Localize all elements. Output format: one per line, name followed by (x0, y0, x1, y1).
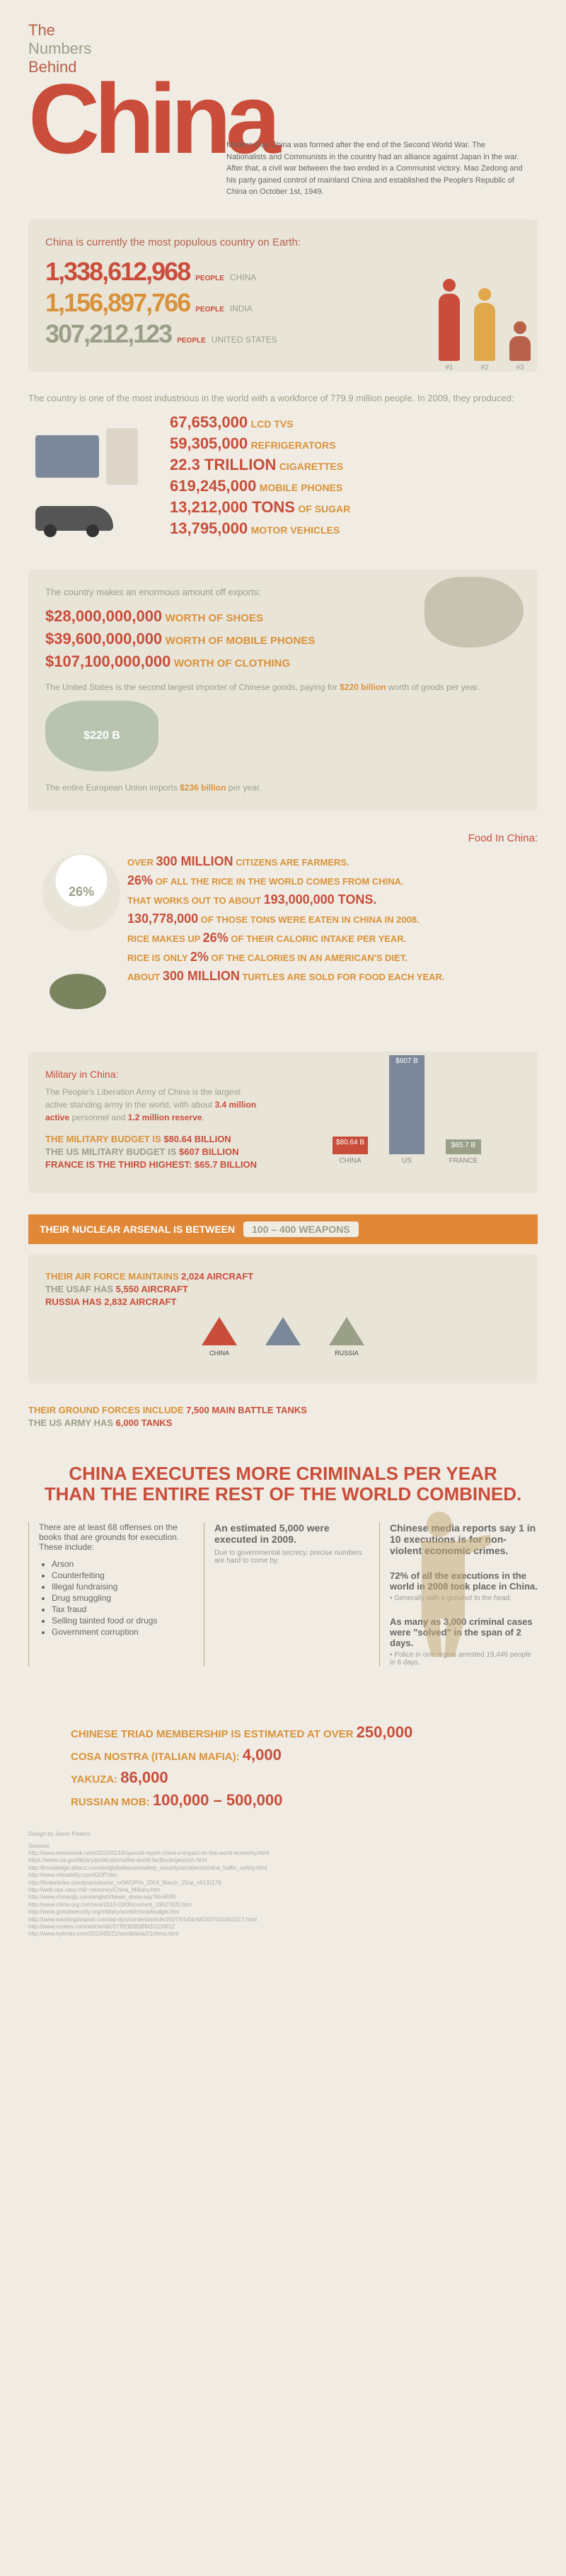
aircraft-row: THE USAF HAS 5,550 AIRCRAFT (45, 1284, 521, 1294)
people-label: PEOPLE (195, 306, 224, 314)
source-line: http://www.chinability.com/GDP.htm (28, 1872, 538, 1879)
industry-stat: 59,305,000 REFRIGERATORS (170, 435, 538, 453)
offense-item: Government corruption (52, 1627, 187, 1637)
criminals-header: CHINA EXECUTES MORE CRIMINALS PER YEAR T… (28, 1464, 538, 1506)
population-value: 1,338,612,968 (45, 257, 190, 287)
military-section: Military in China: The People's Liberati… (28, 1052, 538, 1193)
jet-icons: CHINA RUSSIA (45, 1317, 521, 1357)
people-label: PEOPLE (177, 337, 206, 345)
usa-map-icon: $220 B (45, 701, 158, 771)
intro-paragraph: Modern Day China was formed after the en… (226, 139, 524, 198)
offense-item: Drug smuggling (52, 1593, 187, 1603)
exports-section: The country makes an enormous amount off… (28, 570, 538, 811)
industry-intro: The country is one of the most industrio… (28, 393, 538, 403)
crim-col-offenses: There are at least 68 offenses on the bo… (28, 1522, 187, 1667)
source-line: http://www.globalsecurity.org/military/w… (28, 1909, 538, 1916)
chart-bar: $80.64 BCHINA (333, 1137, 368, 1165)
export-row: $107,100,000,000 WORTH OF CLOTHING (45, 652, 521, 671)
population-value: 307,212,123 (45, 319, 171, 349)
exports-usa-note: The United States is the second largest … (45, 681, 521, 694)
triad-row: COSA NOSTRA (ITALIAN MAFIA): 4,000 (28, 1746, 538, 1764)
industry-stat: 67,653,000 LCD TVS (170, 413, 538, 432)
triad-row: CHINESE TRIAD MEMBERSHIP IS ESTIMATED AT… (28, 1723, 538, 1742)
population-country: INDIA (230, 304, 253, 314)
source-line: https://www.cia.gov/library/publications… (28, 1857, 538, 1864)
rice-percent: 26% (69, 885, 94, 899)
aircraft-section: THEIR AIR FORCE MAINTAINS 2,024 AIRCRAFT… (28, 1254, 538, 1384)
food-section: Food In China: 26% OVER 300 MILLION CITI… (28, 832, 538, 1030)
fridge-icon (106, 428, 138, 485)
offense-item: Tax fraud (52, 1604, 187, 1614)
turtle-icon (50, 974, 106, 1009)
offense-item: Counterfeiting (52, 1570, 187, 1580)
industry-icons (35, 435, 156, 531)
offense-item: Selling tainted food or drugs (52, 1616, 187, 1626)
tanks-row: THEIR GROUND FORCES INCLUDE 7,500 MAIN B… (28, 1405, 538, 1415)
food-stat-row: ABOUT 300 MILLION TURTLES ARE SOLD FOR F… (28, 969, 538, 984)
jet-icon (265, 1317, 301, 1357)
chart-bar: $607 BUS (389, 1055, 424, 1165)
food-header: Food In China: (28, 832, 538, 844)
industry-section: The country is one of the most industrio… (28, 393, 538, 548)
offense-item: Illegal fundraising (52, 1582, 187, 1592)
person-icon: #1 (439, 279, 460, 372)
source-line: http://www.reuters.com/article/idUSTRE65… (28, 1924, 538, 1931)
aircraft-row: RUSSIA HAS 2,832 AIRCRAFT (45, 1296, 521, 1307)
source-line: http://knowledge.allianz.com/en/globalis… (28, 1865, 538, 1872)
tanks-row: THE US ARMY HAS 6,000 TANKS (28, 1418, 538, 1428)
population-section: China is currently the most populous cou… (28, 219, 538, 372)
tv-icon (35, 435, 99, 478)
food-stat-row: RICE MAKES UP 26% OF THEIR CALORIC INTAK… (28, 931, 538, 945)
population-value: 1,156,897,766 (45, 288, 190, 318)
military-budget-chart: $80.64 BCHINA$607 BUS$65.7 BFRANCE (333, 1059, 481, 1165)
car-icon (35, 506, 113, 531)
crim-col-executed: An estimated 5,000 were executed in 2009… (204, 1522, 362, 1667)
triad-row: RUSSIAN MOB: 100,000 – 500,000 (28, 1791, 538, 1810)
tanks-section: THEIR GROUND FORCES INCLUDE 7,500 MAIN B… (28, 1405, 538, 1428)
offenses-intro: There are at least 68 offenses on the bo… (39, 1522, 187, 1552)
gunman-silhouette-icon (382, 1504, 509, 1660)
food-stat-row: RICE IS ONLY 2% OF THE CALORIES IN AN AM… (28, 950, 538, 965)
triad-row: YAKUZA: 86,000 (28, 1769, 538, 1787)
people-label: PEOPLE (195, 275, 224, 282)
population-country: UNITED STATES (212, 335, 277, 345)
person-icon: #2 (474, 288, 495, 372)
nuclear-value: 100 – 400 WEAPONS (243, 1221, 359, 1237)
nuclear-banner: THEIR NUCLEAR ARSENAL IS BETWEEN 100 – 4… (28, 1214, 538, 1244)
rice-bowl-icon: 26% (42, 853, 120, 931)
jet-icon: RUSSIA (329, 1317, 364, 1357)
industry-stat: 619,245,000 MOBILE PHONES (170, 477, 538, 495)
title-the: The (28, 21, 538, 40)
exports-eu-note: The entire European Union imports $236 b… (45, 781, 521, 794)
title-numbers: Numbers (28, 40, 538, 58)
source-line: http://www.china.org.cn/china/2010-03/05… (28, 1902, 538, 1909)
offense-item: Arson (52, 1559, 187, 1569)
population-header: China is currently the most populous cou… (45, 236, 521, 248)
chart-bar: $65.7 BFRANCE (446, 1139, 481, 1165)
industry-stat: 13,795,000 MOTOR VEHICLES (170, 519, 538, 538)
source-line: http://www.nytimes.com/2010/05/21/world/… (28, 1931, 538, 1938)
industry-stat: 13,212,000 TONS OF SUGAR (170, 498, 538, 517)
aircraft-row: THEIR AIR FORCE MAINTAINS 2,024 AIRCRAFT (45, 1271, 521, 1282)
jet-icon: CHINA (202, 1317, 237, 1357)
person-icon: #3 (509, 321, 531, 372)
triad-section: CHINESE TRIAD MEMBERSHIP IS ESTIMATED AT… (28, 1723, 538, 1810)
source-line: http://web.nps.navy.mil/~relooney/China_… (28, 1887, 538, 1894)
source-line: http://www.newsweek.com/2010/01/18/speci… (28, 1850, 538, 1857)
title-block: The Numbers Behind China Modern Day Chin… (28, 21, 538, 198)
source-line: http://www.chinacjip.com/english/News_sh… (28, 1894, 538, 1901)
military-text: The People's Liberation Army of China is… (45, 1086, 258, 1124)
population-figures-icon: #1 #2 #3 (439, 279, 531, 372)
industry-stat: 22.3 TRILLION CIGARETTES (170, 456, 538, 474)
usa-import-value: $220 B (83, 730, 120, 742)
criminals-section: CHINA EXECUTES MORE CRIMINALS PER YEAR T… (28, 1464, 538, 1667)
source-line: http://www.washingtonpost.com/wp-dyn/con… (28, 1916, 538, 1924)
source-line: http://findarticles.com/p/articles/mi_m0… (28, 1880, 538, 1887)
sources-block: Design by Jason Powers Sources: http://w… (28, 1831, 538, 1938)
population-country: CHINA (230, 272, 256, 282)
